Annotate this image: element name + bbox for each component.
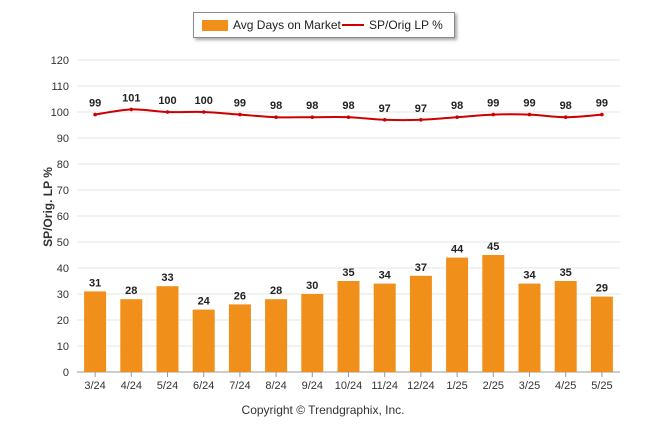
y-tick-label: 120 — [51, 55, 69, 67]
legend-bar-label: Avg Days on Market — [233, 18, 341, 32]
line-point — [600, 112, 604, 117]
bar — [554, 281, 577, 372]
x-tick-label: 5/25 — [591, 380, 612, 392]
y-tick-label: 50 — [57, 237, 69, 249]
line-point — [93, 112, 97, 117]
legend: Avg Days on Market SP/Orig LP % — [193, 12, 455, 38]
bar-value-label: 34 — [523, 270, 536, 282]
bar-value-label: 37 — [415, 262, 427, 274]
y-tick-label: 110 — [51, 81, 69, 93]
line-point — [419, 118, 423, 122]
line-value-label: 99 — [596, 98, 608, 110]
y-tick-label: 80 — [57, 159, 69, 171]
bar — [373, 283, 396, 372]
line-value-label: 99 — [523, 98, 535, 110]
bar-value-label: 31 — [89, 277, 101, 289]
line-value-label: 99 — [487, 98, 499, 110]
line-point — [165, 110, 170, 114]
y-tick-label: 90 — [57, 133, 69, 145]
line-value-label: 99 — [89, 98, 101, 110]
x-tick-label: 3/24 — [84, 380, 105, 392]
line-point — [274, 115, 278, 119]
y-tick-label: 70 — [57, 185, 69, 197]
bar — [482, 255, 505, 372]
line-value-label: 100 — [158, 95, 176, 107]
x-tick-label: 6/24 — [193, 380, 214, 392]
bar-value-label: 24 — [198, 296, 211, 308]
line-point — [201, 110, 206, 114]
bar-value-label: 26 — [234, 290, 246, 302]
y-tick-label: 0 — [63, 367, 69, 379]
legend-item-bars[interactable]: Avg Days on Market — [202, 18, 341, 32]
x-tick-label: 2/25 — [483, 380, 504, 392]
line-point — [527, 112, 532, 117]
line-value-label: 98 — [451, 100, 463, 112]
bar — [228, 304, 251, 372]
x-tick-label: 8/24 — [265, 380, 286, 392]
x-tick-label: 9/24 — [302, 380, 323, 392]
bar-value-label: 33 — [161, 272, 173, 284]
legend-line-label: SP/Orig LP % — [369, 18, 443, 32]
line-point — [491, 112, 496, 117]
bar — [518, 283, 541, 372]
bar — [192, 309, 215, 372]
x-tick-label: 10/24 — [335, 380, 363, 392]
x-tick-label: 7/24 — [229, 380, 250, 392]
x-tick-label: 11/24 — [371, 380, 398, 392]
bar — [265, 299, 288, 372]
line-value-label: 97 — [379, 103, 391, 115]
copyright: Copyright © Trendgraphix, Inc. — [241, 403, 405, 417]
line-point — [310, 115, 315, 119]
line-point — [563, 115, 568, 119]
x-tick-label: 4/24 — [121, 380, 142, 392]
line-value-label: 98 — [342, 100, 354, 112]
bar-value-label: 28 — [125, 285, 137, 297]
line-point — [238, 112, 242, 117]
bar — [84, 291, 107, 372]
bar — [446, 257, 469, 372]
bar-value-label: 30 — [306, 280, 318, 292]
x-tick-label: 12/24 — [407, 380, 435, 392]
bar — [590, 296, 613, 372]
bar — [409, 275, 432, 372]
bar — [120, 299, 143, 372]
bar-value-label: 44 — [451, 244, 464, 256]
y-tick-label: 40 — [57, 263, 69, 275]
y-tick-label: 10 — [57, 341, 69, 353]
bar-value-label: 28 — [270, 285, 282, 297]
bar-value-label: 29 — [596, 283, 608, 295]
y-tick-label: 100 — [51, 107, 69, 119]
bar-value-label: 35 — [342, 267, 354, 279]
bar-value-label: 34 — [379, 270, 392, 282]
line-value-label: 100 — [195, 95, 213, 107]
line-value-label: 101 — [122, 92, 140, 104]
line-point — [346, 115, 351, 119]
line-value-label: 97 — [415, 103, 427, 115]
bar — [156, 286, 179, 372]
y-tick-label: 60 — [57, 211, 69, 223]
line-value-label: 99 — [234, 98, 246, 110]
x-tick-label: 5/24 — [157, 380, 178, 392]
line-value-label: 98 — [306, 100, 318, 112]
line-point — [382, 118, 387, 122]
y-axis-title: SP/Orig. LP % — [41, 167, 55, 247]
x-tick-label: 1/25 — [446, 380, 467, 392]
line-point — [455, 115, 459, 119]
x-tick-label: 3/25 — [519, 380, 540, 392]
legend-bar-swatch — [202, 19, 228, 31]
line-value-label: 98 — [560, 100, 572, 112]
y-tick-label: 20 — [57, 315, 69, 327]
bar — [301, 294, 324, 372]
line-value-label: 98 — [270, 100, 282, 112]
bar-value-label: 35 — [560, 267, 572, 279]
x-tick-label: 4/25 — [555, 380, 576, 392]
bar — [337, 281, 360, 372]
line-point — [129, 107, 134, 112]
y-tick-label: 30 — [57, 289, 69, 301]
legend-line-swatch — [342, 24, 364, 26]
bar-value-label: 45 — [487, 241, 499, 253]
legend-item-line[interactable]: SP/Orig LP % — [342, 18, 443, 32]
